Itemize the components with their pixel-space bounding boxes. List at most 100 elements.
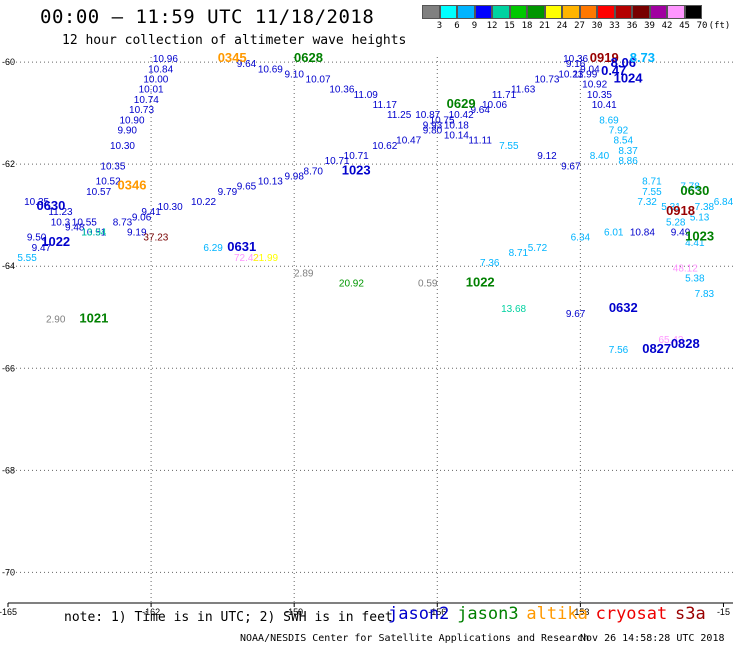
swh-value-label: 9.64	[470, 105, 490, 116]
swh-value-label: 48.12	[673, 263, 698, 274]
legend-s3a: s3a	[675, 604, 706, 624]
color-scale-swatch	[474, 5, 492, 19]
swh-value-label: 10.96	[153, 54, 178, 65]
x-tick-label: -156	[428, 607, 446, 617]
pass-time-label: 0630	[680, 183, 709, 198]
swh-value-label: 6.01	[604, 228, 624, 239]
swh-value-label: 7.32	[637, 197, 657, 208]
color-scale-swatch	[597, 5, 615, 19]
swh-value-label: 10.92	[582, 80, 607, 91]
color-scale-boxes	[422, 5, 702, 19]
swh-value-label: 7.83	[695, 289, 715, 300]
swh-value-label: 7.92	[609, 126, 629, 137]
swh-value-label: 9.12	[537, 151, 557, 162]
swh-value-label: 11.71	[492, 90, 517, 101]
swh-value-label: 10.07	[306, 75, 331, 86]
swh-value-label: 10.18	[444, 120, 469, 131]
color-scale-swatch	[492, 5, 510, 19]
swh-value-label: 9.41	[141, 207, 161, 218]
color-scale-label: 30	[591, 21, 603, 31]
color-scale-label: 9	[471, 21, 478, 31]
swh-value-label: 10.35	[587, 90, 612, 101]
swh-value-label: 7.55	[642, 187, 662, 198]
x-tick-label: -162	[142, 607, 160, 617]
swh-value-label: 10.57	[86, 187, 111, 198]
pass-time-label: 0.47	[601, 63, 626, 78]
swh-value-label: 10.75	[430, 115, 455, 126]
x-tick-label: -153	[571, 607, 589, 617]
swh-value-label: 10.22	[191, 197, 216, 208]
swh-value-label: 10.51	[81, 228, 106, 239]
color-scale-label: 24	[556, 21, 568, 31]
swh-value-label: 6.29	[203, 243, 223, 254]
swh-value-label: 9.50	[27, 233, 47, 244]
pass-time-label: 1024	[614, 71, 644, 86]
swh-value-label: 11.17	[373, 100, 398, 111]
swh-value-label: 8.70	[304, 166, 324, 177]
chart-title: 00:00 – 11:59 UTC 11/18/2018	[40, 6, 375, 28]
swh-value-label: 5.28	[666, 217, 686, 228]
color-scale-label: 36	[626, 21, 638, 31]
swh-value-label: 21.99	[253, 253, 278, 264]
swh-value-label: 10.84	[630, 228, 655, 239]
color-scale-label: 27	[574, 21, 585, 31]
swh-value-label: 5.72	[528, 243, 548, 254]
swh-value-label: 8.71	[642, 177, 662, 188]
swh-value-label: 8.37	[618, 146, 638, 157]
swh-value-label: 10.73	[129, 105, 154, 116]
swh-value-label: 5.31	[661, 202, 681, 213]
swh-value-label: 10.42	[449, 110, 474, 121]
pass-time-label: 0345	[218, 50, 247, 65]
color-scale-swatch	[684, 5, 702, 19]
y-tick-label: -70	[2, 567, 15, 577]
color-scale-label: (ft)	[708, 21, 731, 31]
pass-time-label: 1022	[466, 275, 495, 290]
swh-value-label: 7.78	[680, 182, 700, 193]
color-scale-labels: 3 6 9 12 15 18 21 24 27 30 33 36 39 42 45 70 (ft)	[422, 19, 731, 33]
color-scale-label: 6	[454, 21, 460, 31]
swh-value-label: 11.09	[354, 90, 379, 101]
swh-value-label: 8.86	[618, 156, 638, 167]
pass-time-label: 0630	[36, 198, 65, 213]
swh-value-label: 9.90	[118, 126, 138, 137]
swh-value-label: 13.68	[501, 304, 526, 315]
color-scale-label: 45	[679, 21, 690, 31]
legend-jason2: jason2	[388, 604, 450, 624]
pass-time-label: 0918	[666, 203, 695, 218]
swh-value-label: 9.48	[65, 222, 85, 233]
swh-value-label: 10.36	[329, 85, 354, 96]
swh-value-label: 9.65	[237, 182, 257, 193]
swh-value-label: 10.62	[372, 141, 397, 152]
swh-value-label: 9.04	[580, 64, 600, 75]
color-scale-swatch	[457, 5, 475, 19]
pass-time-label: 0629	[447, 96, 476, 111]
color-scale-swatch	[667, 5, 685, 19]
swh-value-label: 7.38	[695, 202, 715, 213]
swh-value-label: 10.84	[148, 64, 173, 75]
y-tick-label: -64	[2, 261, 15, 271]
swh-value-label: 8.71	[509, 248, 529, 259]
swh-value-label: 10.73	[534, 75, 559, 86]
pass-time-label: 0631	[227, 239, 256, 254]
swh-value-label: 11.11	[468, 136, 492, 147]
swh-value-label: 10.71	[325, 156, 350, 167]
legend-jason3: jason3	[457, 604, 519, 624]
swh-value-label: 8.73	[113, 217, 133, 228]
swh-value-label: 4.41	[685, 238, 705, 249]
swh-value-label: 11.23	[48, 207, 73, 218]
legend-altika: altika	[526, 604, 588, 624]
swh-value-label: 20.92	[339, 279, 364, 290]
swh-value-label: 72.42	[234, 253, 259, 264]
swh-points: 10.9610.8410.0010.0110.7410.7310.909.901…	[17, 54, 733, 356]
pass-time-label: 0628	[294, 50, 323, 65]
swh-value-label: 9.67	[561, 161, 581, 172]
swh-value-label: 0.59	[418, 279, 438, 290]
swh-value-label: 9.80	[423, 126, 443, 137]
swh-value-label: 10.14	[444, 131, 469, 142]
pass-time-label: 0346	[118, 178, 147, 193]
pass-time-label: 1023	[342, 162, 371, 177]
swh-value-label: 10.01	[139, 85, 164, 96]
y-tick-label: -68	[2, 465, 15, 475]
swh-value-label: 9.49	[671, 228, 691, 239]
swh-value-label: 10.3	[51, 217, 71, 228]
